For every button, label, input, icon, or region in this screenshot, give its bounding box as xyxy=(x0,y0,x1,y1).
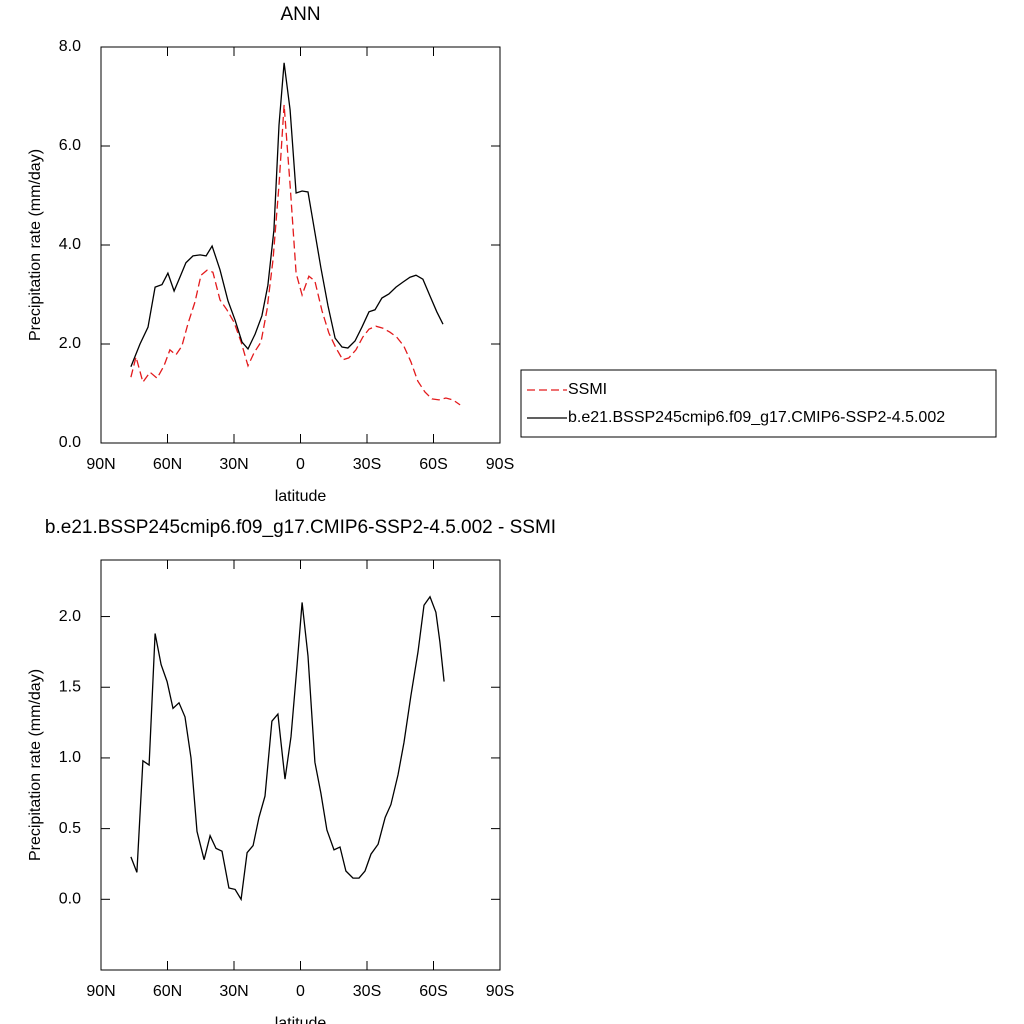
x-tick-label: 60N xyxy=(153,983,182,1000)
y-tick-label: 8.0 xyxy=(59,38,81,55)
x-tick-label: 30N xyxy=(219,983,248,1000)
y-axis-label: Precipitation rate (mm/day) xyxy=(27,669,44,861)
data-line xyxy=(130,62,444,368)
legend-box xyxy=(520,369,997,438)
y-tick-label: 2.0 xyxy=(59,608,81,625)
x-tick-label: 60S xyxy=(419,456,447,473)
y-tick-label: 1.5 xyxy=(59,678,81,695)
y-tick-label: 4.0 xyxy=(59,236,81,253)
x-tick-label: 60S xyxy=(419,983,447,1000)
x-tick-label: 0 xyxy=(296,983,305,1000)
legend-label: SSMI xyxy=(568,381,607,398)
x-tick-label: 30N xyxy=(219,456,248,473)
x-tick-label: 60N xyxy=(153,456,182,473)
data-line xyxy=(130,104,461,406)
chart-title: b.e21.BSSP245cmip6.f09_g17.CMIP6-SSP2-4.… xyxy=(45,517,556,538)
x-axis-label: latitude xyxy=(275,488,327,505)
chart-title: ANN xyxy=(280,4,320,25)
plot-frame xyxy=(100,46,501,444)
y-axis-label: Precipitation rate (mm/day) xyxy=(27,149,44,341)
x-tick-label: 30S xyxy=(353,983,381,1000)
x-tick-label: 90S xyxy=(486,456,514,473)
y-tick-label: 1.0 xyxy=(59,749,81,766)
y-tick-label: 6.0 xyxy=(59,137,81,154)
y-tick-label: 0.5 xyxy=(59,820,81,837)
data-line xyxy=(130,595,445,902)
x-tick-label: 0 xyxy=(296,456,305,473)
x-tick-label: 30S xyxy=(353,456,381,473)
y-tick-label: 0.0 xyxy=(59,891,81,908)
x-tick-label: 90N xyxy=(86,456,115,473)
x-axis-label: latitude xyxy=(275,1015,327,1024)
y-tick-label: 0.0 xyxy=(59,434,81,451)
x-tick-label: 90N xyxy=(86,983,115,1000)
y-tick-label: 2.0 xyxy=(59,335,81,352)
legend-label: b.e21.BSSP245cmip6.f09_g17.CMIP6-SSP2-4.… xyxy=(568,409,945,426)
x-tick-label: 90S xyxy=(486,983,514,1000)
